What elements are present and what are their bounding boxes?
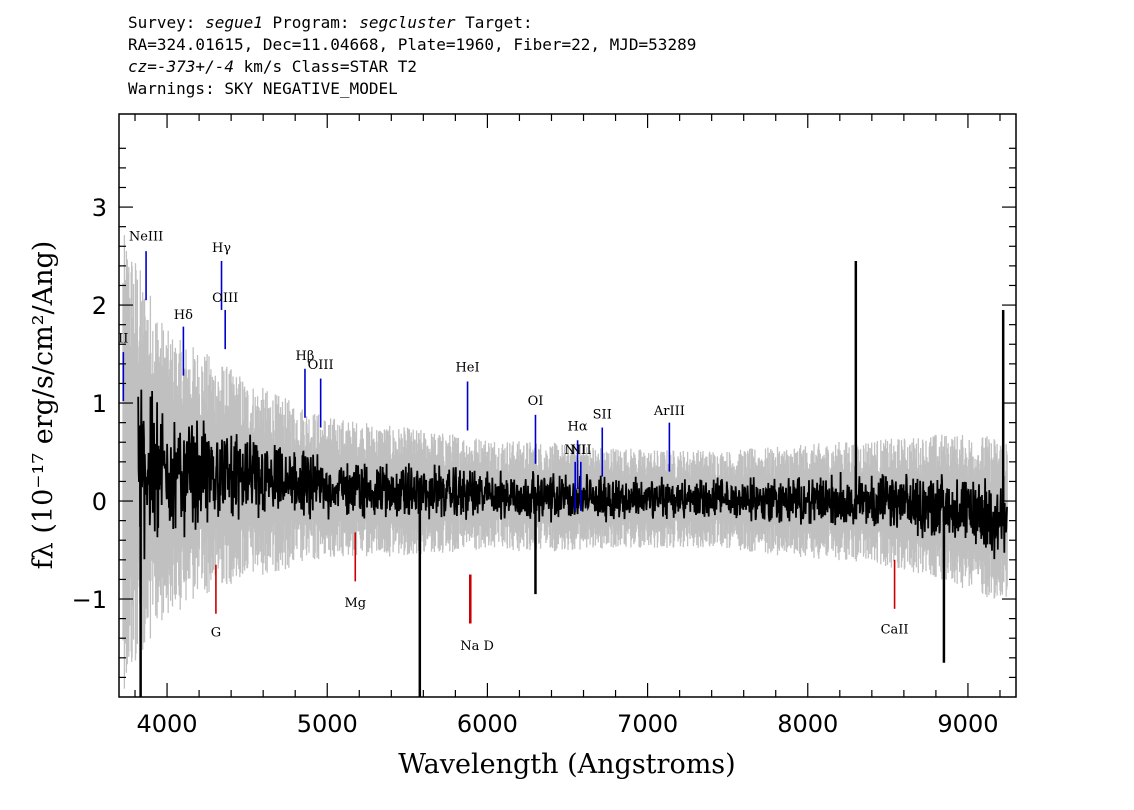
header-line-1: Survey: segue1 Program: segcluster Targe… bbox=[128, 13, 533, 32]
x-tick-label: 6000 bbox=[457, 710, 518, 738]
emission-line-label: SII bbox=[593, 408, 612, 423]
emission-line-label: NII bbox=[570, 443, 592, 458]
x-tick-label: 7000 bbox=[617, 710, 678, 738]
y-tick-label: 3 bbox=[92, 194, 107, 222]
plot-header: Survey: segue1 Program: segcluster Targe… bbox=[128, 12, 696, 100]
emission-line-label: NII bbox=[564, 443, 586, 458]
y-tick-label: −1 bbox=[72, 586, 107, 614]
y-tick-label: 0 bbox=[92, 488, 107, 516]
emission-line-label: Hβ bbox=[296, 349, 315, 364]
emission-line-label: OIII bbox=[308, 358, 334, 373]
absorption-line-label: Mg bbox=[344, 596, 366, 611]
y-axis-title: fλ (10⁻¹⁷ erg/s/cm²/Ang) bbox=[28, 241, 59, 570]
header-line-3: cz=-373+/-4 km/s Class=STAR T2 bbox=[128, 57, 417, 76]
emission-line-label: OIII bbox=[212, 291, 238, 306]
y-tick-label: 1 bbox=[92, 390, 107, 418]
flux-series-line bbox=[137, 389, 1008, 560]
emission-line-label: Hδ bbox=[174, 308, 193, 323]
x-tick-label: 4000 bbox=[137, 710, 198, 738]
absorption-line-label: Na bbox=[460, 639, 479, 654]
emission-line-label: II bbox=[118, 331, 128, 346]
x-tick-label: 5000 bbox=[297, 710, 358, 738]
x-tick-label: 8000 bbox=[777, 710, 838, 738]
flux-series bbox=[137, 260, 1008, 697]
emission-line-label: HeI bbox=[455, 361, 479, 376]
absorption-line-label: CaII bbox=[881, 622, 909, 637]
program-name: segcluster bbox=[359, 13, 456, 32]
y-tick-label: 2 bbox=[92, 292, 107, 320]
absorption-line-label: D bbox=[484, 639, 494, 654]
x-axis-title: Wavelength (Angstroms) bbox=[398, 749, 735, 780]
emission-line-label: OI bbox=[528, 394, 544, 409]
emission-line-label: NeIII bbox=[129, 229, 163, 244]
plot-frame bbox=[118, 113, 1017, 698]
emission-line-label: Hγ bbox=[212, 241, 231, 256]
survey-name: segue1 bbox=[205, 13, 263, 32]
redshift-value: cz=-373+/-4 bbox=[128, 57, 234, 76]
emission-line-label: ArIII bbox=[653, 404, 685, 419]
header-line-4: Warnings: SKY NEGATIVE_MODEL bbox=[128, 79, 398, 98]
emission-line-label: Hα bbox=[568, 419, 588, 434]
absorption-line-label: G bbox=[211, 625, 221, 640]
x-tick-label: 9000 bbox=[937, 710, 998, 738]
header-line-2: RA=324.01615, Dec=11.04668, Plate=1960, … bbox=[128, 35, 697, 54]
axes: 4000 5000 6000 7000 8000 9000 −1 0 1 2 3 bbox=[72, 113, 1017, 738]
